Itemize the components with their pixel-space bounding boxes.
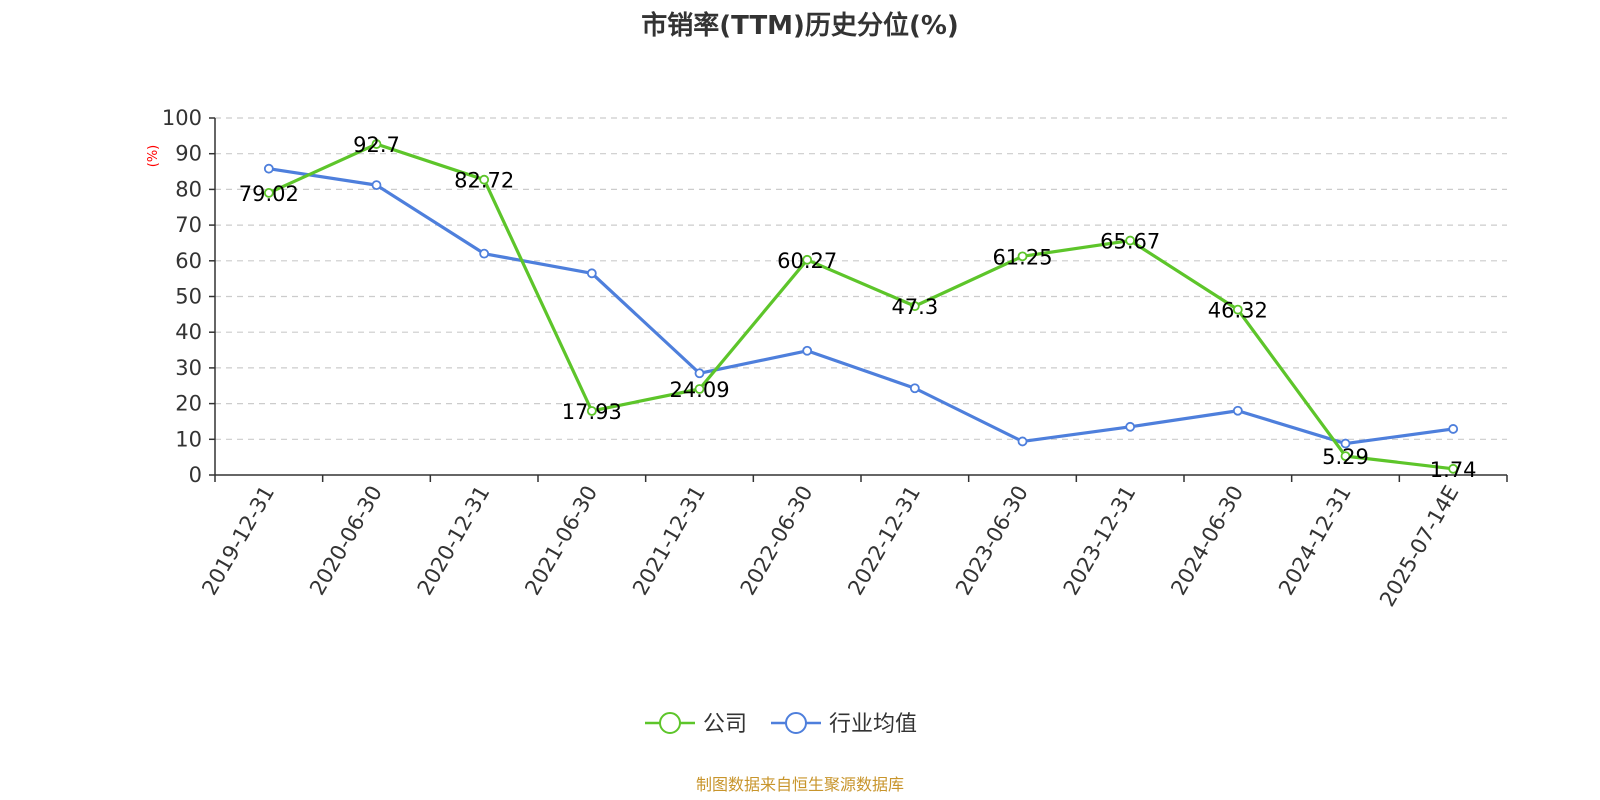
- data-point: [263, 163, 274, 174]
- data-label: 79.02: [239, 182, 299, 206]
- data-point: [479, 174, 490, 185]
- y-tick-label: 40: [175, 320, 202, 344]
- legend[interactable]: 公司 行业均值: [645, 712, 917, 737]
- y-tick-label: 30: [175, 356, 202, 380]
- data-point: [371, 139, 382, 149]
- data-point: [802, 345, 813, 356]
- data-point: [909, 383, 920, 394]
- data-point: [909, 301, 920, 312]
- y-tick-label: 10: [175, 427, 202, 451]
- data-point: [1232, 304, 1243, 315]
- data-label: 17.93: [562, 400, 622, 424]
- x-tick-labels: 2019-12-31 2020-06-30 2020-12-31 2021-06-30…: [197, 481, 1463, 610]
- axes: [209, 117, 1508, 482]
- x-tick-label: 2025-07-14E: [1375, 482, 1463, 611]
- series-line-company: [268, 142, 1454, 471]
- data-label: 65.67: [1100, 230, 1160, 254]
- y-tick-label: 90: [175, 142, 202, 166]
- series-group: [263, 139, 1459, 474]
- data-point: [802, 254, 813, 265]
- y-tick-labels: 0 10 20 30 40 50 60 70 80 90 100: [162, 106, 202, 487]
- data-point: [1232, 405, 1243, 416]
- data-label: 92.7: [353, 133, 400, 157]
- data-point: [1017, 436, 1028, 447]
- data-label: 82.72: [454, 169, 514, 193]
- x-tick-label: 2024-12-31: [1274, 482, 1356, 600]
- data-point: [1125, 235, 1136, 246]
- x-tick-label: 2020-06-30: [305, 482, 387, 600]
- x-tick-label: 2021-12-31: [628, 482, 710, 600]
- data-point: [1017, 251, 1028, 262]
- x-tick-label: 2019-12-31: [197, 482, 279, 600]
- data-point: [1340, 451, 1351, 462]
- data-label: 1.74: [1430, 458, 1477, 482]
- x-tick-label: 2022-06-30: [736, 482, 818, 600]
- legend-circle-icon: [785, 712, 807, 734]
- x-tick-label: 2023-06-30: [951, 482, 1033, 600]
- data-point: [1448, 463, 1459, 474]
- data-label: 46.32: [1208, 299, 1268, 323]
- legend-circle-icon: [659, 712, 681, 734]
- y-tick-label: 100: [162, 106, 202, 130]
- data-label: 5.29: [1322, 445, 1369, 469]
- data-point: [586, 406, 597, 416]
- data-point: [371, 180, 382, 191]
- x-tick-label: 2024-06-30: [1166, 482, 1248, 600]
- data-label: 47.3: [891, 295, 938, 319]
- data-point: [694, 384, 705, 394]
- x-tick-label: 2022-12-31: [843, 481, 925, 599]
- data-point: [479, 248, 490, 259]
- y-tick-label: 20: [175, 392, 202, 416]
- data-source-note: 制图数据来自恒生聚源数据库: [696, 775, 904, 794]
- data-point: [1340, 438, 1351, 449]
- legend-label: 公司: [703, 712, 747, 737]
- x-tick-label: 2020-12-31: [413, 481, 495, 599]
- y-axis-label: (%): [146, 145, 161, 168]
- series-line-industry-avg: [268, 167, 1454, 446]
- y-tick-label: 70: [175, 213, 202, 237]
- legend-item-company[interactable]: 公司: [645, 712, 747, 737]
- data-point: [1448, 424, 1459, 434]
- data-label: 24.09: [669, 378, 729, 402]
- legend-item-industry-avg[interactable]: 行业均值: [771, 712, 917, 737]
- data-label: 60.27: [777, 249, 837, 273]
- x-tick-label: 2021-06-30: [520, 482, 602, 600]
- data-point: [1125, 421, 1136, 432]
- y-tick-label: 60: [175, 249, 202, 273]
- data-point: [694, 368, 705, 379]
- y-tick-label: 80: [175, 177, 202, 201]
- data-point: [263, 187, 274, 198]
- x-tick-label: 2023-12-31: [1059, 482, 1141, 600]
- legend-label: 行业均值: [829, 712, 917, 737]
- data-labels: 79.02 92.7 82.72 17.93 24.09 60.27 47.3 61.25 65…: [239, 133, 1477, 482]
- data-point: [586, 268, 597, 279]
- y-tick-label: 50: [175, 285, 202, 309]
- data-label: 61.25: [992, 245, 1052, 269]
- chart-title: 市销率(TTM)历史分位(%): [641, 10, 959, 41]
- grid-lines: [215, 117, 1507, 440]
- y-tick-label: 0: [189, 463, 202, 487]
